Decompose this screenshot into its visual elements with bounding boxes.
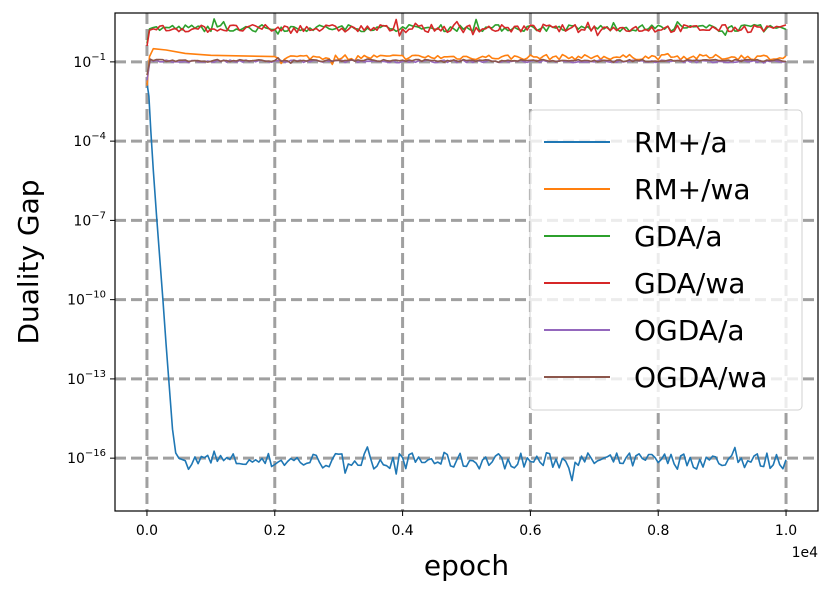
legend-label: GDA/a [634,220,723,253]
x-tick-label: 0.4 [391,523,413,539]
y-tick-label: 10−10 [67,290,106,309]
x-tick-label: 0.2 [264,523,286,539]
y-tick-label: 10−13 [67,369,106,388]
series-line-rm-a [146,82,787,482]
plot-frame [114,12,819,512]
series-line-rm-wa [146,47,787,86]
legend-label: OGDA/wa [634,361,767,394]
legend-label: RM+/a [634,126,728,159]
y-tick-label: 10−4 [73,131,106,150]
x-tick-label: 0.6 [519,523,541,539]
legend-label: RM+/wa [634,173,751,206]
y-axis-label: Duality Gap [12,179,45,344]
y-tick-label: 10−16 [67,448,106,467]
series-line-ogda-wa [146,57,787,76]
series-group [146,18,787,482]
x-tick-label: 0.8 [647,523,669,539]
legend-label: GDA/wa [634,267,745,300]
y-tick-label: 10−7 [73,210,106,229]
legend: RM+/a RM+/wa GDA/a GDA/wa OGDA/a OGDA/wa [529,109,803,411]
x-tick-label: 1.0 [775,523,797,539]
x-tick-label: 0.0 [136,523,158,539]
axes: 0.0 0.2 0.4 0.6 0.8 1.0 10−1 10−4 10−7 10−10 10−13… [67,12,819,539]
y-tick-label: 10−1 [73,52,106,71]
x-axis-offset-label: 1e4 [792,545,819,561]
x-axis-label: epoch [424,549,509,582]
series-line-gda-wa [146,18,787,47]
legend-box [529,109,803,411]
legend-label: OGDA/a [634,314,745,347]
